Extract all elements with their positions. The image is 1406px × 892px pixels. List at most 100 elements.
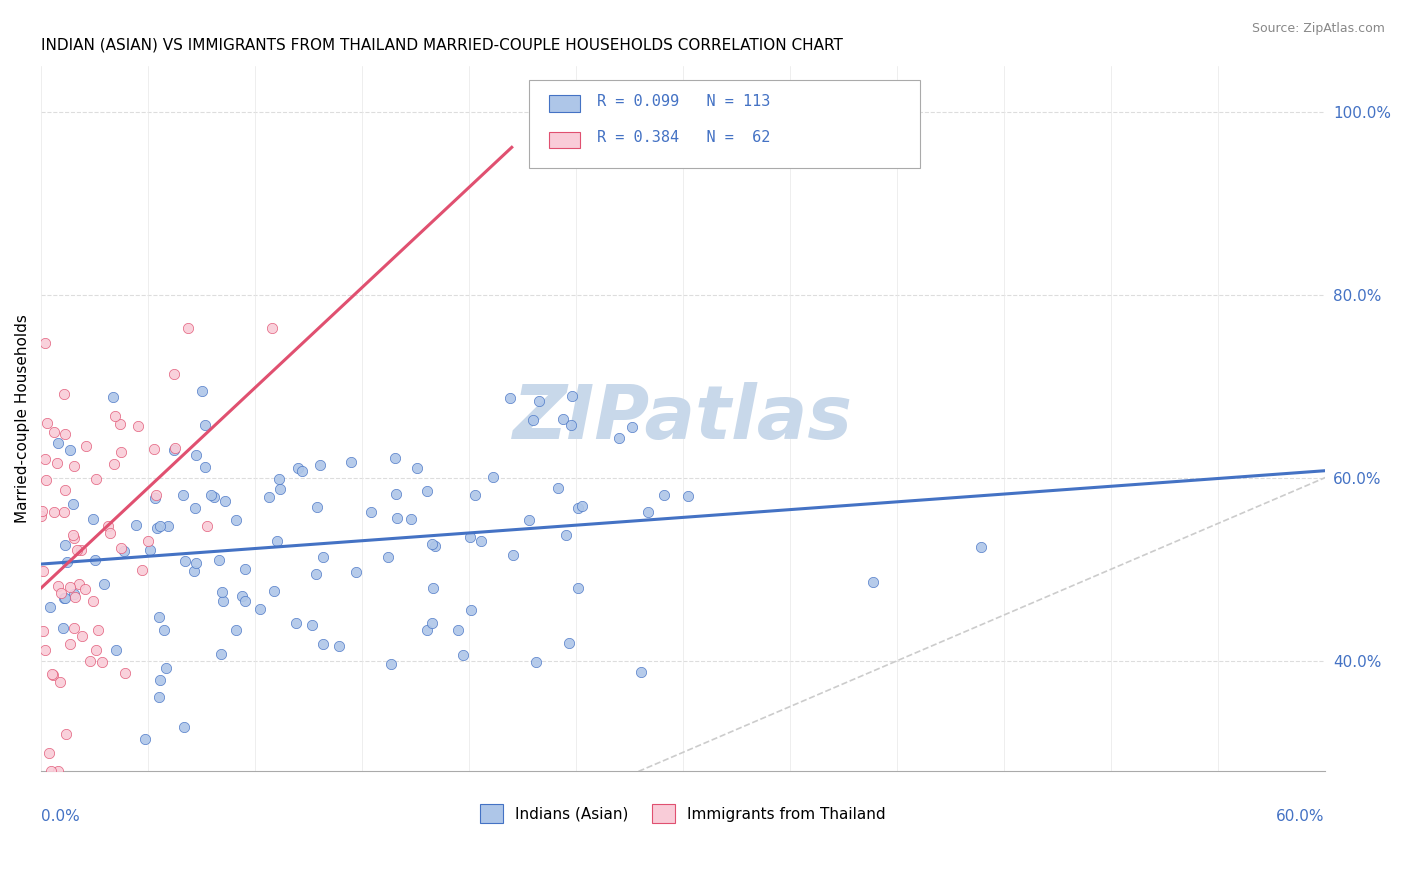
Point [108, 417, 131, 432]
Point [377, 549, 399, 564]
Point [139, 542, 162, 557]
Point [148, 610, 170, 624]
Point [59, 580, 82, 594]
Point [39, 764, 62, 778]
Point [460, 603, 482, 617]
Point [124, 517, 146, 532]
Point [34, 643, 56, 657]
Point [420, 616, 443, 631]
Point [35, 473, 58, 487]
Point [42, 668, 65, 682]
Point [269, 483, 291, 497]
Text: ZIPatlas: ZIPatlas [513, 382, 853, 455]
Point [451, 648, 474, 662]
Point [184, 448, 207, 462]
Point [553, 412, 575, 426]
Point [458, 530, 481, 544]
Point [233, 594, 256, 608]
Point [620, 420, 643, 434]
Point [547, 481, 569, 495]
Point [70, 630, 93, 644]
Point [200, 488, 222, 502]
Point [305, 566, 328, 581]
Point [233, 562, 256, 576]
Point [284, 615, 307, 630]
Point [55, 555, 77, 569]
Point [502, 548, 524, 562]
FancyBboxPatch shape [550, 131, 581, 148]
Point [447, 623, 470, 637]
Point [67, 576, 90, 591]
Text: Source: ZipAtlas.com: Source: ZipAtlas.com [1251, 22, 1385, 36]
Point [481, 470, 503, 484]
Point [35, 416, 58, 430]
Point [45, 456, 67, 470]
Text: 0.0%: 0.0% [41, 809, 80, 824]
Point [53, 538, 76, 552]
Point [38, 746, 60, 760]
Point [79, 654, 101, 668]
Point [499, 392, 522, 406]
Point [225, 623, 247, 637]
Point [194, 459, 217, 474]
Point [131, 563, 153, 577]
Point [62, 531, 84, 545]
Point [380, 657, 402, 671]
Point [145, 488, 167, 502]
Point [423, 539, 446, 553]
Point [48, 674, 70, 689]
Point [83, 553, 105, 567]
Point [69, 543, 91, 558]
Point [46, 435, 69, 450]
Point [46, 579, 69, 593]
Point [63, 621, 86, 635]
Point [53, 427, 76, 442]
Point [53, 591, 76, 605]
Point [62, 497, 84, 511]
Point [42, 505, 65, 519]
Point [263, 584, 285, 599]
Point [63, 459, 86, 474]
Point [560, 418, 582, 433]
Point [630, 665, 652, 679]
Point [146, 521, 169, 535]
Point [82, 512, 104, 526]
Point [183, 564, 205, 578]
Point [415, 483, 437, 498]
Point [34, 452, 56, 467]
Point [260, 321, 283, 335]
Point [384, 450, 406, 465]
Point [104, 409, 127, 423]
Point [184, 500, 207, 515]
Point [104, 642, 127, 657]
Point [211, 584, 233, 599]
Point [231, 589, 253, 603]
Point [149, 519, 172, 533]
Point [75, 439, 97, 453]
Text: R = 0.384   N =  62: R = 0.384 N = 62 [598, 130, 770, 145]
Point [52, 387, 75, 401]
Point [208, 552, 231, 566]
Point [163, 443, 186, 458]
Point [399, 512, 422, 526]
Point [172, 488, 194, 502]
Point [62, 587, 84, 601]
Point [112, 544, 135, 558]
Text: R = 0.099   N = 113: R = 0.099 N = 113 [598, 94, 770, 109]
Point [48, 764, 70, 778]
Point [209, 647, 232, 661]
Point [101, 391, 124, 405]
Point [287, 461, 309, 475]
Point [517, 513, 540, 527]
Point [136, 533, 159, 548]
Point [173, 554, 195, 568]
Point [153, 624, 176, 638]
Point [360, 505, 382, 519]
Point [607, 431, 630, 445]
Point [249, 602, 271, 616]
Point [202, 490, 225, 504]
Point [405, 461, 427, 475]
Point [34, 335, 56, 350]
Point [554, 528, 576, 542]
Point [970, 540, 993, 554]
